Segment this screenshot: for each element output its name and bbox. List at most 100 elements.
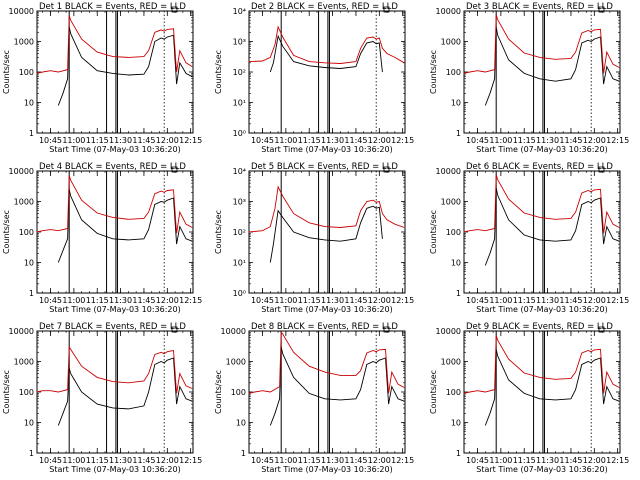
x-tick-label: 11:30	[536, 136, 559, 145]
y-tick-label: 1000	[14, 38, 34, 47]
y-tick-label: 100	[446, 388, 461, 397]
y-tick-label: 10³	[233, 38, 246, 47]
plot-title: Det 3 BLACK = Events, RED = LLD	[466, 2, 613, 12]
y-tick-label: 100	[231, 388, 246, 397]
x-axis-label: Start Time (07-May-03 10:36:20)	[476, 145, 607, 154]
detector-plot-4: Det 4 BLACK = Events, RED = LLD 1 10 100 100…	[2, 162, 202, 314]
x-tick-label: 11:00	[489, 296, 512, 305]
plot-title: Det 1 BLACK = Events, RED = LLD	[39, 2, 186, 12]
y-tick-label: 1000	[14, 358, 34, 367]
y-tick-label: 1	[241, 449, 246, 458]
y-tick-label: 10000	[436, 167, 461, 176]
y-tick-label: 10	[24, 419, 34, 428]
y-tick-label: 10000	[221, 327, 246, 336]
x-tick-label: 11:00	[62, 456, 85, 465]
x-axis-label: Start Time (07-May-03 10:36:20)	[49, 305, 180, 314]
x-tick-label: 12:00	[156, 456, 179, 465]
plot-title: Det 2 BLACK = Events, RED = LLD	[251, 2, 398, 12]
y-tick-label: 10	[451, 419, 461, 428]
x-tick-label: 11:00	[62, 296, 85, 305]
x-tick-label: 12:15	[606, 296, 629, 305]
x-tick-label: 11:30	[536, 456, 559, 465]
y-tick-label: 1	[456, 449, 461, 458]
x-tick-label: 12:15	[391, 136, 414, 145]
x-tick-label: 11:15	[513, 136, 536, 145]
x-tick-label: 11:00	[489, 456, 512, 465]
square-marker	[598, 326, 605, 333]
plot-frame	[36, 170, 194, 294]
x-tick-label: 11:30	[321, 136, 344, 145]
events-series-line	[57, 189, 193, 263]
x-tick-label: 10:45	[251, 136, 274, 145]
events-series-line	[269, 346, 405, 426]
x-tick-label: 11:30	[536, 296, 559, 305]
y-tick-label: 10³	[233, 198, 246, 207]
x-tick-label: 12:15	[179, 136, 202, 145]
x-tick-label: 11:45	[559, 296, 582, 305]
x-tick-label: 10:45	[39, 136, 62, 145]
y-tick-label: 10	[236, 419, 246, 428]
detector-plot-2: Det 2 BLACK = Events, RED = LLD 10⁰ 10¹ 10²…	[214, 2, 414, 154]
x-tick-label: 11:15	[298, 136, 321, 145]
y-tick-label: 10²	[233, 228, 246, 237]
y-tick-label: 10	[451, 259, 461, 268]
x-tick-label: 11:00	[62, 136, 85, 145]
y-axis-label: Counts/sec	[429, 210, 438, 254]
y-tick-label: 100	[446, 228, 461, 237]
x-tick-label: 11:45	[344, 296, 367, 305]
y-axis-label: Counts/sec	[214, 50, 223, 94]
x-tick-label: 12:15	[606, 456, 629, 465]
detector-plot-5: Det 5 BLACK = Events, RED = LLD 10⁰ 10¹ 10²…	[214, 162, 414, 314]
y-tick-label: 1000	[226, 358, 246, 367]
x-tick-label: 10:45	[39, 296, 62, 305]
x-tick-label: 12:00	[583, 296, 606, 305]
lld-series-line	[36, 345, 193, 394]
y-tick-label: 10000	[436, 327, 461, 336]
x-tick-label: 12:15	[179, 456, 202, 465]
y-tick-label: 100	[19, 68, 34, 77]
square-marker	[171, 166, 178, 173]
detector-plot-8: Det 8 BLACK = Events, RED = LLD 1 10 100 100…	[214, 322, 414, 474]
x-tick-label: 11:15	[86, 456, 109, 465]
x-tick-label: 11:45	[559, 136, 582, 145]
lld-series-line	[36, 15, 193, 74]
y-tick-label: 10000	[436, 7, 461, 16]
x-tick-label: 11:15	[86, 296, 109, 305]
y-tick-label: 10²	[233, 68, 246, 77]
detector-plot-7: Det 7 BLACK = Events, RED = LLD 1 10 100 100…	[2, 322, 202, 474]
y-tick-label: 10	[451, 99, 461, 108]
x-tick-label: 12:00	[156, 136, 179, 145]
x-tick-label: 11:15	[513, 296, 536, 305]
y-tick-label: 1000	[441, 198, 461, 207]
plot-title: Det 8 BLACK = Events, RED = LLD	[251, 322, 398, 332]
x-tick-label: 11:45	[132, 456, 155, 465]
x-tick-label: 11:30	[321, 296, 344, 305]
x-tick-label: 10:45	[466, 136, 489, 145]
events-series-line	[269, 34, 383, 73]
x-tick-label: 11:45	[344, 456, 367, 465]
y-tick-label: 10⁰	[233, 289, 246, 298]
square-marker	[383, 326, 390, 333]
square-marker	[171, 326, 178, 333]
y-axis-label: Counts/sec	[214, 370, 223, 414]
x-tick-label: 12:15	[391, 456, 414, 465]
x-tick-label: 11:15	[298, 296, 321, 305]
x-tick-label: 12:00	[368, 296, 391, 305]
x-tick-label: 12:00	[368, 136, 391, 145]
x-tick-label: 10:45	[251, 296, 274, 305]
x-tick-label: 11:45	[559, 456, 582, 465]
lld-series-line	[463, 174, 620, 234]
detector-plot-9: Det 9 BLACK = Events, RED = LLD 1 10 100 100…	[429, 322, 629, 474]
plot-title: Det 9 BLACK = Events, RED = LLD	[466, 322, 613, 332]
x-tick-label: 11:30	[109, 136, 132, 145]
x-tick-label: 11:15	[513, 456, 536, 465]
lld-series-line	[463, 14, 620, 74]
square-marker	[598, 166, 605, 173]
x-tick-label: 12:15	[179, 296, 202, 305]
y-axis-label: Counts/sec	[2, 50, 11, 94]
x-tick-label: 12:00	[583, 136, 606, 145]
plot-title: Det 4 BLACK = Events, RED = LLD	[39, 162, 186, 172]
x-axis-label: Start Time (07-May-03 10:36:20)	[261, 305, 392, 314]
x-tick-label: 11:30	[321, 456, 344, 465]
x-tick-label: 12:15	[606, 136, 629, 145]
